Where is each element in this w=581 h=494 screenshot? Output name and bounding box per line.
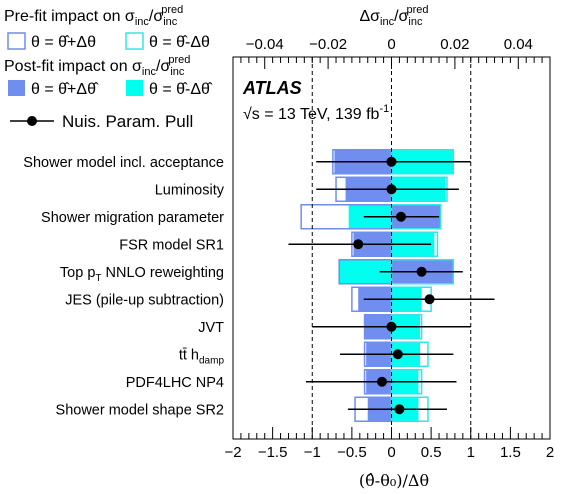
bottom-tick-label: 1 [467,444,475,461]
atlas-energy-label: √s = 13 TeV, 139 fb-1 [243,103,389,123]
prefit-legend-title: Pre-fit impact on σinc/σincpred [4,4,183,28]
bottom-tick-label: 0.5 [421,444,442,461]
parameter-label: Shower model incl. acceptance [23,155,224,171]
prefit-down-legend-label: θ = θ̂-Δθ [149,34,210,51]
pull-marker [386,184,397,195]
parameter-labels: Shower model incl. acceptance Luminosity S… [23,155,224,419]
reference-lines [311,57,472,439]
postfit-down-swatch [126,80,143,96]
pull-marker [353,239,364,250]
top-tick-label: 0.02 [440,36,469,53]
pull-marker [424,294,435,305]
pull-marker [392,349,403,360]
pull-marker [396,211,407,222]
top-tick-label: 0.04 [504,36,533,53]
top-tick-label: −0.04 [246,36,284,53]
bottom-tick-label: 0 [387,444,395,461]
legend: Pre-fit impact on σinc/σincpred θ = θ̂+Δ… [4,4,213,131]
parameter-label: Shower migration parameter [41,210,224,226]
parameter-label: Top pT NNLO reweighting [60,265,224,284]
prefit-up-legend-label: θ = θ̂+Δθ [31,34,96,51]
bottom-tick-label: −0.5 [337,444,367,461]
bottom-axis: −2 −1.5 −1 −0.5 0 0.5 1 1.5 2 [224,427,554,461]
postfit-up-legend-label: θ = θ̂+Δθ̂ [31,81,99,98]
postfit-legend-title: Post-fit impact on σinc/σincpred [4,54,190,78]
top-tick-label: 0 [387,36,395,53]
pull-marker [394,404,405,415]
pull-marker [416,266,427,277]
bottom-tick-label: 2 [546,444,554,461]
top-tick-label: −0.02 [309,36,347,53]
bottom-tick-label: −2 [224,444,241,461]
pull-legend-marker [27,116,37,126]
bottom-tick-label: −1.5 [258,444,288,461]
pull-marker [386,321,397,332]
atlas-label: ATLAS [242,78,302,98]
parameter-label: tt̄ hdamp [179,347,225,366]
bottom-axis-title: (θ̂-θ₀)/Δθ [359,471,429,490]
top-axis-title: Δσinc/σincpred [359,4,428,28]
parameter-label: JES (pile-up subtraction) [65,292,224,308]
top-axis: −0.04 −0.02 0 0.02 0.04 [232,36,551,69]
parameter-label: JVT [198,320,224,336]
pull-marker [376,376,387,387]
postfit-down-legend-label: θ = θ̂-Δθ̂ [149,81,213,98]
parameter-label: PDF4LHC NP4 [126,375,224,391]
prefit-up-swatch [7,32,26,50]
pull-legend-label: Nuis. Param. Pull [62,112,193,131]
pull-marker [386,156,397,167]
bottom-tick-label: 1.5 [500,444,521,461]
parameter-label: Shower model shape SR2 [56,402,224,418]
postfit-up-swatch [8,80,25,96]
parameter-label: Luminosity [155,182,225,198]
pulls-layer [288,156,495,415]
prefit-down-swatch [125,32,144,50]
parameter-label: FSR model SR1 [119,237,224,253]
bottom-tick-label: −1 [304,444,321,461]
